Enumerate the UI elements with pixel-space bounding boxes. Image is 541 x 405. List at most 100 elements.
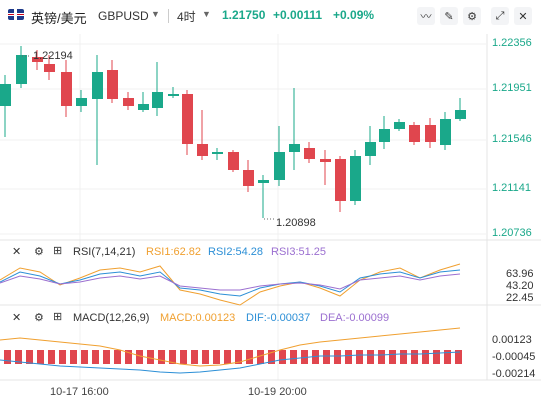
candle-body (123, 98, 134, 106)
macd-bar (92, 350, 99, 364)
candle-body (152, 92, 163, 108)
candle-body (350, 156, 361, 201)
macd-bar (4, 350, 11, 364)
rsi3-line (0, 273, 461, 291)
macd-bar (345, 350, 352, 364)
candle-body (0, 84, 11, 106)
macd-label: MACD(12,26,9) (73, 312, 150, 324)
macd-bar (268, 350, 275, 364)
macd-bar (213, 350, 220, 364)
candle-body (274, 152, 285, 180)
macd-bar (103, 350, 110, 364)
macd-bar (37, 350, 44, 364)
price-axis-label: 1.21141 (492, 182, 531, 194)
candle-body (76, 98, 87, 106)
macd-bar (114, 350, 121, 364)
line-chart-icon[interactable]: 〰 (417, 7, 435, 25)
chevron-down-icon[interactable]: ▼ (151, 9, 160, 19)
pencil-icon[interactable]: ✎ (440, 7, 458, 25)
time-axis-label: 10-19 20:00 (248, 386, 307, 398)
candle-body (455, 110, 466, 119)
rsi2-line (0, 269, 461, 297)
candle-body (394, 122, 405, 129)
candle-body (138, 104, 149, 110)
macd-bar (389, 350, 396, 364)
macd-axis-label: -0.00045 (492, 351, 536, 363)
dea-value: DEA:-0.00099 (320, 312, 390, 324)
candle-body (320, 159, 331, 162)
price-axis-label: 1.21546 (492, 133, 532, 145)
settings-icon[interactable]: ⚙ (34, 246, 44, 258)
candle-body (409, 125, 420, 142)
macd-bar (15, 350, 22, 364)
macd-bar (301, 350, 308, 364)
candle-body (243, 170, 254, 186)
macd-bar (444, 350, 451, 364)
macd-bar (169, 350, 176, 364)
candle-body (212, 152, 223, 154)
collapse-icon[interactable]: ✕ (12, 312, 22, 324)
add-indicator-icon[interactable]: ⊞ (53, 245, 63, 257)
settings-icon[interactable]: ⚙ (34, 312, 44, 324)
symbol-selector[interactable]: GBPUSD (98, 9, 149, 23)
period-selector[interactable]: 4时 (177, 10, 196, 24)
macd-bar (334, 350, 341, 364)
macd-bar (235, 350, 242, 364)
candle-body (32, 57, 43, 62)
close-icon[interactable]: ✕ (514, 7, 532, 25)
macd-bar (378, 350, 385, 364)
macd-bar (224, 350, 231, 364)
macd-axis-label: -0.00214 (492, 368, 536, 380)
macd-bar (26, 350, 33, 364)
collapse-icon[interactable]: ✕ (12, 246, 22, 258)
candle-body (258, 180, 269, 183)
macd-bar (125, 350, 132, 364)
macd-value: MACD:0.00123 (160, 312, 236, 324)
candle-body (61, 72, 72, 106)
rsi-axis-label: 22.45 (506, 292, 534, 304)
high-price-label: 1.22194 (33, 50, 73, 62)
add-indicator-icon[interactable]: ⊞ (53, 311, 63, 323)
macd-bar (290, 350, 297, 364)
price-change-pct: +0.09% (333, 8, 375, 22)
macd-bar (191, 350, 198, 364)
macd-bar (312, 350, 319, 364)
candle-body (168, 94, 179, 96)
macd-bar (147, 350, 154, 364)
macd-bar (411, 350, 418, 364)
macd-bar (158, 350, 165, 364)
macd-bar (279, 350, 286, 364)
rsi3-value: RSI3:51.25 (271, 246, 327, 258)
price-axis-label: 1.20736 (492, 227, 532, 239)
candle-body (228, 152, 239, 170)
expand-icon[interactable]: ⤢ (491, 7, 509, 25)
macd-bar (400, 350, 407, 364)
macd-bar (433, 350, 440, 364)
candle-body (16, 55, 27, 84)
rsi-axis-label: 43.20 (506, 280, 534, 292)
rsi-label: RSI(7,14,21) (73, 246, 136, 258)
candle-body (197, 144, 208, 156)
candle-body (365, 142, 376, 156)
macd-bar (48, 350, 55, 364)
macd-axis-label: 0.00123 (492, 334, 532, 346)
price-change: +0.00111 (273, 8, 323, 22)
price-axis-label: 1.21951 (492, 82, 532, 94)
macd-bar (422, 350, 429, 364)
macd-bar (246, 350, 253, 364)
candle-body (335, 159, 346, 201)
dif-value: DIF:-0.00037 (246, 312, 311, 324)
candle-body (92, 72, 103, 99)
candle-body (425, 125, 436, 142)
divider (168, 9, 169, 23)
settings-icon[interactable]: ⚙ (463, 7, 481, 25)
rsi2-value: RSI2:54.28 (208, 246, 264, 258)
macd-line (0, 327, 461, 367)
last-price: 1.21750 (222, 8, 266, 22)
dif-line (0, 351, 461, 374)
macd-bar (257, 350, 264, 364)
rsi-axis-label: 63.96 (506, 268, 534, 280)
chevron-down-icon[interactable]: ▼ (202, 9, 211, 19)
candle-body (304, 148, 315, 159)
